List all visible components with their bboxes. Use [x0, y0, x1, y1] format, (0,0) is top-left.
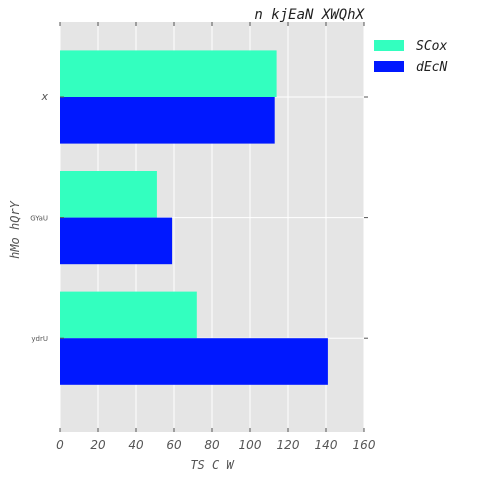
legend: SCox dEcN: [374, 39, 447, 75]
legend-label-dEcN: dEcN: [416, 60, 447, 75]
y-tick-label: x: [40, 90, 48, 103]
legend-swatch-SCox: [374, 40, 404, 51]
y-tick-label: GYaU: [30, 215, 48, 223]
x-tick-label: 80: [204, 438, 220, 452]
bar-SCox-x: [60, 50, 277, 97]
bar-SCox-ydrU: [60, 291, 197, 339]
x-tick-label: 40: [128, 438, 144, 452]
chart-title: n kjEaN XWQhX: [254, 7, 365, 23]
bars: [60, 50, 328, 385]
x-tick-label: 160: [353, 438, 376, 452]
axis-ticks: 0 20 40 60 80 100 120 140 160 x GYaU ydrU: [30, 22, 376, 452]
legend-swatch-dEcN: [374, 61, 404, 72]
bar-dEcN-GYaU: [60, 217, 173, 265]
bar-dEcN-ydrU: [60, 338, 328, 385]
x-tick-label: 20: [90, 438, 106, 452]
bar-SCox-GYaU: [60, 171, 157, 218]
x-tick-label: 60: [166, 438, 182, 452]
y-tick-label: ydrU: [31, 335, 48, 343]
x-tick-label: 140: [315, 438, 338, 452]
x-tick-label: 120: [277, 438, 300, 452]
x-tick-label: 0: [56, 438, 64, 452]
legend-label-SCox: SCox: [416, 39, 447, 54]
bar-dEcN-x: [60, 97, 275, 144]
x-tick-label: 100: [239, 438, 262, 452]
x-axis-label: TS C W: [190, 458, 235, 472]
y-axis-label: hMo hQrY: [8, 200, 22, 259]
